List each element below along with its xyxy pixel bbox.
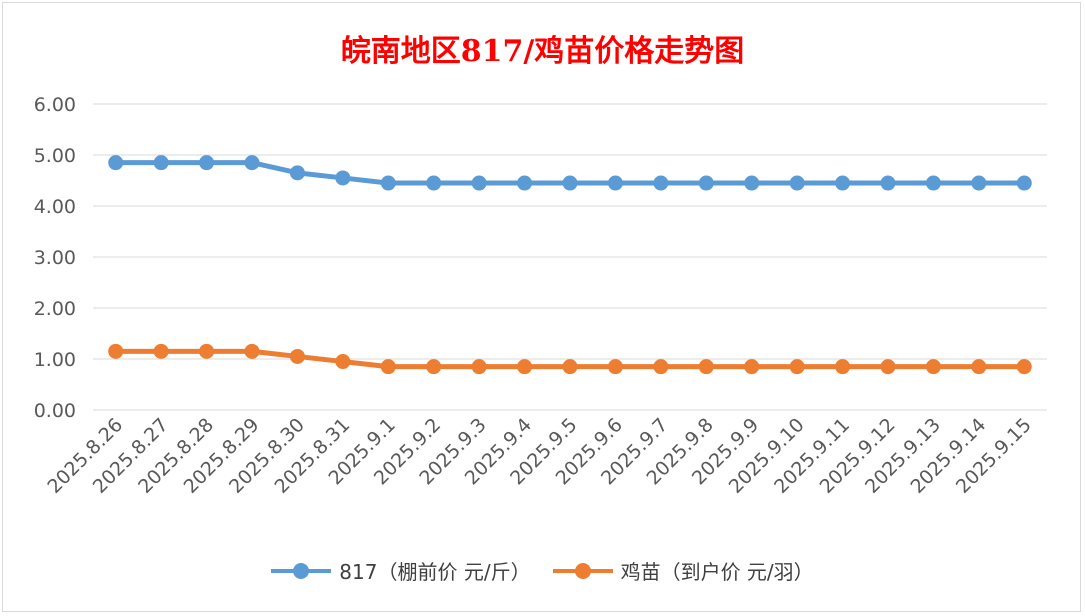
data-point: [335, 354, 351, 370]
data-point: [607, 359, 623, 375]
data-point: [698, 175, 714, 191]
legend-item-817: 817（棚前价 元/斤）: [271, 556, 531, 585]
data-point: [199, 343, 215, 359]
data-point: [653, 175, 669, 191]
data-point: [562, 359, 578, 375]
y-tick-label: 4.00: [34, 196, 76, 218]
data-point: [471, 175, 487, 191]
data-point: [517, 175, 533, 191]
y-tick-label: 6.00: [34, 94, 76, 116]
y-tick-label: 2.00: [34, 298, 76, 320]
data-point: [108, 155, 124, 171]
data-point: [244, 155, 260, 171]
data-point: [880, 175, 896, 191]
data-point: [880, 359, 896, 375]
y-tick-label: 0.00: [34, 400, 76, 422]
data-point: [562, 175, 578, 191]
data-point: [335, 170, 351, 186]
data-point: [789, 359, 805, 375]
data-point: [380, 175, 396, 191]
data-point: [698, 359, 714, 375]
data-point: [471, 359, 487, 375]
data-point: [653, 359, 669, 375]
data-point: [289, 348, 305, 364]
legend: 817（棚前价 元/斤） 鸡苗（到户价 元/羽）: [0, 556, 1085, 585]
legend-label-chick: 鸡苗（到户价 元/羽）: [620, 560, 814, 584]
data-point: [1016, 359, 1032, 375]
data-point: [925, 175, 941, 191]
data-point: [925, 359, 941, 375]
data-point: [744, 359, 760, 375]
data-point: [744, 175, 760, 191]
legend-item-chick: 鸡苗（到户价 元/羽）: [552, 556, 814, 585]
data-point: [835, 359, 851, 375]
data-point: [1016, 175, 1032, 191]
data-point: [426, 175, 442, 191]
data-point: [244, 343, 260, 359]
legend-marker-817: [271, 558, 332, 584]
data-point: [517, 359, 533, 375]
data-point: [380, 359, 396, 375]
legend-marker-chick: [552, 558, 613, 584]
data-point: [971, 175, 987, 191]
data-point: [426, 359, 442, 375]
legend-label-817: 817（棚前价 元/斤）: [339, 560, 531, 584]
data-point: [835, 175, 851, 191]
data-point: [289, 165, 305, 181]
data-point: [789, 175, 805, 191]
data-point: [971, 359, 987, 375]
y-tick-label: 1.00: [34, 349, 76, 371]
data-point: [199, 155, 215, 171]
data-point: [153, 343, 169, 359]
y-tick-label: 3.00: [34, 247, 76, 269]
data-point: [153, 155, 169, 171]
data-point: [607, 175, 623, 191]
data-point: [108, 343, 124, 359]
chart-title: 皖南地区817/鸡苗价格走势图: [340, 34, 745, 69]
y-tick-label: 5.00: [34, 145, 76, 167]
